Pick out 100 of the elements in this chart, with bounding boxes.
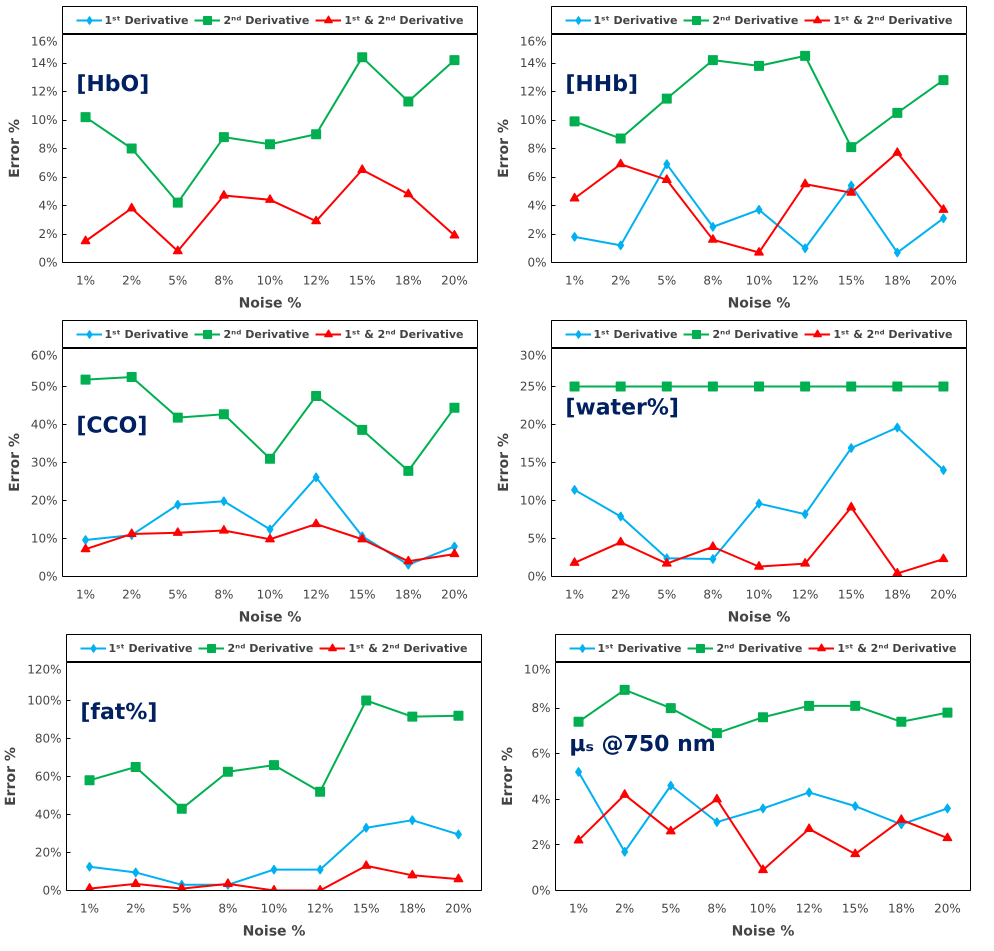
- y-tick-label: 10%: [30, 113, 58, 127]
- y-tick-label: 14%: [30, 56, 58, 70]
- y-tick-label: 16%: [30, 34, 58, 48]
- x-tick-label: 18%: [394, 274, 422, 288]
- point: [265, 194, 275, 203]
- point: [126, 528, 137, 538]
- point: [570, 382, 580, 392]
- point: [800, 558, 810, 567]
- point: [126, 144, 137, 154]
- y-tick-label: 6%: [531, 746, 551, 761]
- point: [892, 147, 902, 156]
- x-tick-label: 15%: [838, 274, 865, 288]
- point: [616, 536, 626, 546]
- x-tick-label: 12%: [302, 274, 330, 288]
- y-tick-label: 30%: [520, 348, 546, 362]
- legend-label: 2ⁿᵈ Derivative: [712, 328, 798, 340]
- point: [938, 382, 948, 392]
- x-tick-label: 12%: [306, 902, 334, 916]
- point: [852, 801, 859, 812]
- y-tick-label: 10%: [520, 494, 546, 508]
- x-tick-label: 1%: [565, 588, 584, 602]
- y-tick-label: 5%: [527, 532, 547, 546]
- point: [617, 511, 624, 522]
- point: [663, 159, 670, 170]
- point: [449, 548, 460, 558]
- annotation: [fat%]: [80, 700, 158, 726]
- point: [86, 862, 94, 872]
- point: [82, 535, 90, 546]
- point: [449, 55, 460, 66]
- legend-label: 1ˢᵗ & 2ⁿᵈ Derivative: [833, 328, 952, 340]
- y-tick-label: 4%: [38, 198, 58, 212]
- point: [220, 496, 228, 506]
- point: [940, 213, 947, 224]
- x-tick-label: 10%: [746, 588, 772, 602]
- point: [666, 826, 676, 834]
- point: [130, 878, 141, 887]
- point: [709, 554, 716, 564]
- point: [80, 112, 91, 122]
- y-tick-label: 0%: [527, 256, 547, 270]
- annotation: [HbO]: [76, 72, 150, 98]
- point: [574, 716, 584, 727]
- point: [802, 243, 809, 254]
- y-tick-label: 40%: [34, 808, 62, 822]
- x-tick-label: 8%: [214, 588, 234, 602]
- point: [570, 116, 580, 126]
- point: [218, 190, 229, 199]
- point: [621, 846, 628, 857]
- x-tick-label: 5%: [657, 588, 676, 602]
- point: [800, 50, 810, 61]
- x-tick-label: 8%: [707, 902, 726, 916]
- point: [802, 509, 809, 520]
- point: [708, 234, 718, 243]
- point: [357, 164, 368, 173]
- point: [846, 502, 856, 510]
- y-tick-label: 0%: [38, 570, 58, 584]
- x-tick-label: 1%: [565, 274, 584, 288]
- y-tick-label: 2%: [527, 227, 547, 241]
- legend-label: 1ˢᵗ Derivative: [108, 642, 192, 654]
- point: [708, 541, 718, 550]
- y-tick-label: 80%: [34, 732, 62, 746]
- point: [357, 534, 368, 542]
- point: [176, 804, 187, 814]
- y-tick-label: 8%: [38, 142, 58, 156]
- y-tick-label: 0%: [531, 884, 551, 898]
- x-tick-label: 12%: [302, 588, 330, 602]
- legend-label: 1ˢᵗ & 2ⁿᵈ Derivative: [348, 642, 468, 654]
- x-tick-label: 12%: [792, 588, 818, 602]
- point: [938, 553, 948, 562]
- y-tick-label: 20%: [34, 846, 62, 860]
- point: [938, 204, 948, 213]
- point: [754, 382, 764, 392]
- point: [620, 789, 630, 798]
- point: [940, 465, 947, 476]
- x-tick-label: 2%: [611, 588, 630, 602]
- point: [896, 716, 906, 727]
- point: [942, 708, 952, 718]
- point: [222, 878, 233, 887]
- point: [758, 712, 768, 722]
- x-tick-label: 20%: [930, 274, 957, 288]
- point: [892, 568, 902, 576]
- point: [403, 96, 414, 106]
- x-axis-title: Noise %: [242, 924, 306, 940]
- legend-label: 1ˢᵗ Derivative: [594, 328, 678, 340]
- point: [453, 873, 464, 882]
- point: [616, 382, 626, 392]
- point: [713, 817, 720, 828]
- y-axis-title: Error %: [496, 433, 512, 492]
- x-tick-label: 8%: [703, 274, 722, 288]
- point: [662, 174, 672, 183]
- point: [80, 543, 91, 552]
- x-axis-title: Noise %: [732, 924, 794, 940]
- x-tick-label: 18%: [884, 274, 911, 288]
- point: [850, 700, 860, 711]
- x-tick-label: 20%: [441, 274, 468, 288]
- x-tick-label: 15%: [352, 902, 380, 916]
- point: [403, 556, 414, 564]
- point: [892, 108, 902, 118]
- x-tick-label: 15%: [348, 274, 376, 288]
- point: [850, 848, 860, 858]
- legend-label: 1ˢᵗ & 2ⁿᵈ Derivative: [833, 14, 952, 26]
